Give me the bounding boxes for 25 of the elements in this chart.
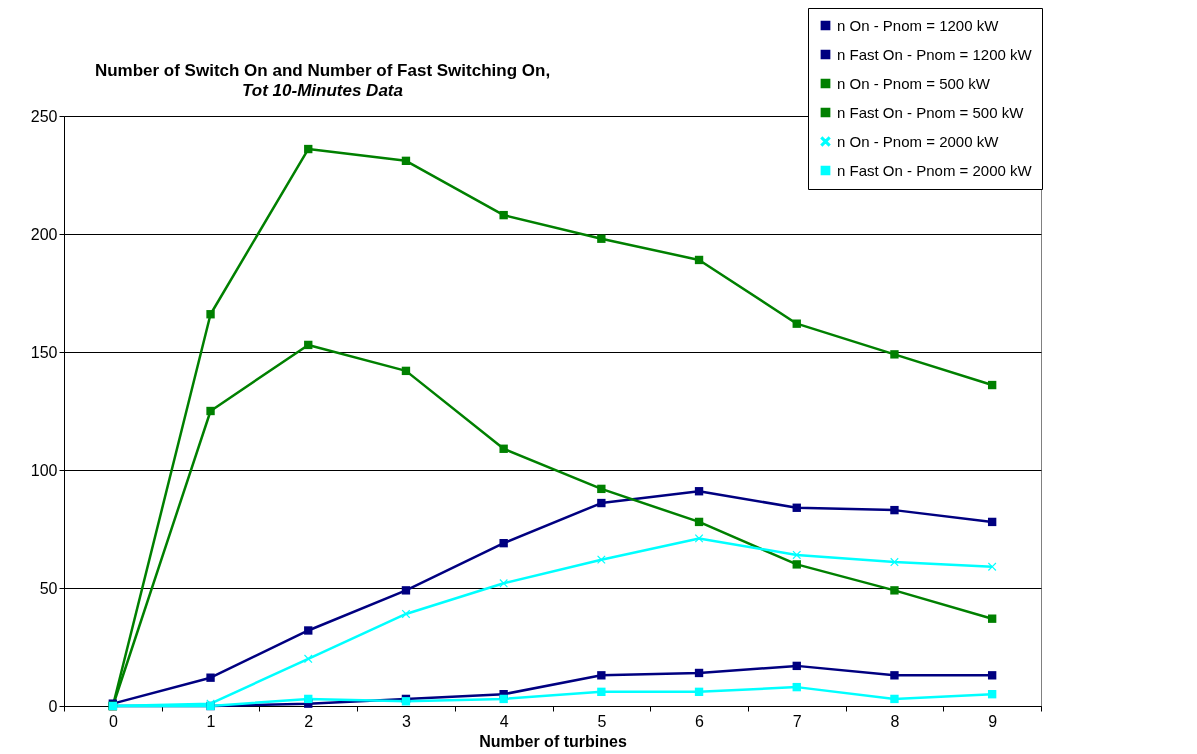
x-tick-label: 2 [304,712,314,730]
legend-label: n On - Pnom = 1200 kW [837,16,1000,34]
legend-label: n On - Pnom = 2000 kW [837,132,1000,150]
legend-label: n Fast On - Pnom = 2000 kW [837,161,1033,179]
y-tick-label: 100 [30,461,58,479]
y-tick-label: 150 [30,343,58,361]
x-tick-label: 1 [206,712,216,730]
legend-label: n On - Pnom = 500 kW [837,74,991,92]
legend-label: n Fast On - Pnom = 500 kW [837,103,1025,121]
chart-subtitle: Tot 10-Minutes Data [242,81,403,100]
legend-label: n Fast On - Pnom = 1200 kW [837,45,1033,63]
x-axis-title: Number of turbines [479,732,627,750]
x-tick-label: 6 [695,712,705,730]
chart-title: Number of Switch On and Number of Fast Switching On, [94,61,551,80]
y-tick-label: 200 [30,225,58,243]
x-tick-label: 3 [402,712,411,730]
x-tick-label: 5 [597,712,607,730]
x-tick-label: 9 [988,712,998,730]
y-tick-label: 250 [30,107,58,125]
x-tick-label: 8 [890,712,900,730]
x-tick-label: 4 [499,712,509,730]
x-tick-label: 7 [792,712,802,730]
y-tick-label: 50 [39,579,58,597]
y-tick-label: 0 [48,697,58,715]
x-tick-label: 0 [108,712,118,730]
